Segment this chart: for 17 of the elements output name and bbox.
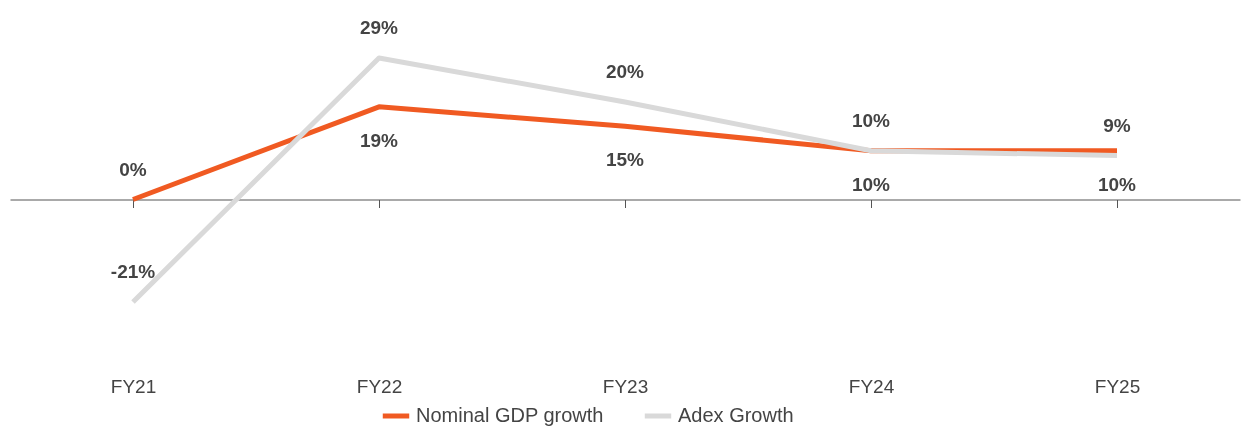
data-label: 15%: [605, 149, 645, 171]
x-tick-label: FY23: [602, 376, 649, 398]
data-label: 9%: [1103, 114, 1131, 136]
x-tick-label: FY25: [1094, 376, 1141, 398]
data-label: 10%: [851, 109, 891, 131]
legend-label: Adex Growth: [678, 404, 794, 426]
data-label: 0%: [119, 158, 147, 180]
data-label: 10%: [851, 173, 891, 195]
data-label: 19%: [359, 129, 399, 151]
data-label: 20%: [605, 60, 645, 82]
legend-label: Nominal GDP growth: [416, 404, 604, 426]
data-label: -21%: [110, 260, 156, 282]
x-tick-label: FY24: [848, 376, 895, 398]
x-tick-label: FY22: [356, 376, 403, 398]
data-label: 10%: [1097, 173, 1137, 195]
x-tick-label: FY21: [110, 376, 157, 398]
data-label: 29%: [359, 17, 399, 39]
